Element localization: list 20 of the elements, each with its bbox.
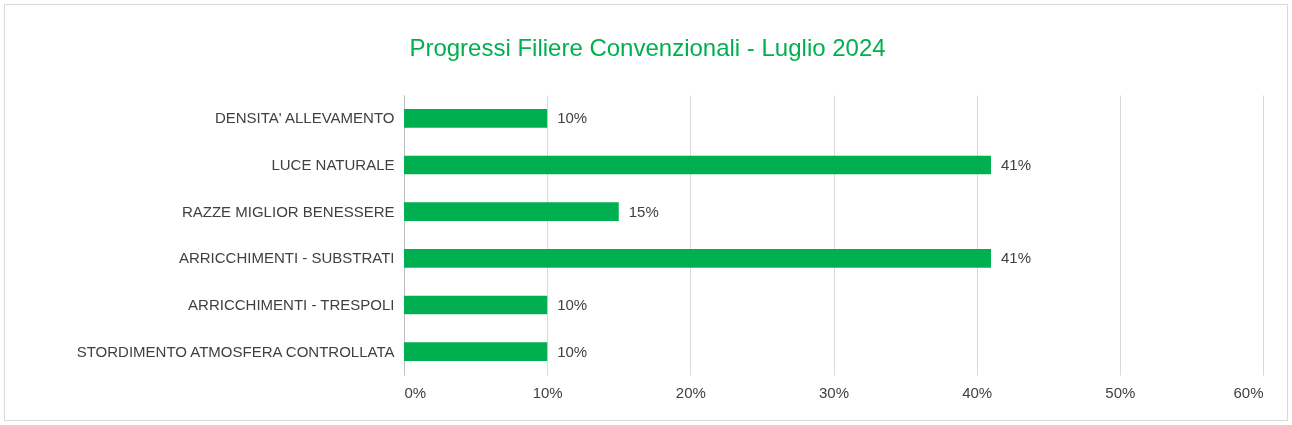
y-tick-label: LUCE NATURALE: [271, 156, 395, 173]
x-tick-label: 30%: [818, 383, 850, 401]
x-tick-label: 20%: [675, 383, 706, 401]
y-tick-label: ARRICCHIMENTI - TRESPOLI: [188, 296, 395, 313]
x-tick-label: 50%: [1105, 383, 1136, 401]
y-tick-label: DENSITA' ALLEVAMENTO: [214, 109, 395, 127]
data-label: 15%: [628, 202, 659, 220]
chart-title: Progressi Filiere Convenzionali - Luglio 2024: [409, 34, 886, 61]
data-label: 41%: [1000, 156, 1032, 173]
y-tick-label: ARRICCHIMENTI - SUBSTRATI: [178, 249, 395, 267]
data-label: 41%: [1000, 249, 1032, 267]
data-label: 10%: [557, 296, 588, 313]
y-tick-label: RAZZE MIGLIOR BENESSERE: [181, 202, 395, 220]
x-tick-label: 60%: [1233, 383, 1264, 401]
x-tick-label: 0%: [404, 383, 427, 401]
x-tick-label: 40%: [962, 383, 993, 401]
data-label: 10%: [557, 342, 588, 360]
y-tick-label: STORDIMENTO ATMOSFERA CONTROLLATA: [76, 342, 395, 360]
x-tick-label: 10%: [532, 383, 563, 401]
data-label: 10%: [557, 109, 588, 127]
